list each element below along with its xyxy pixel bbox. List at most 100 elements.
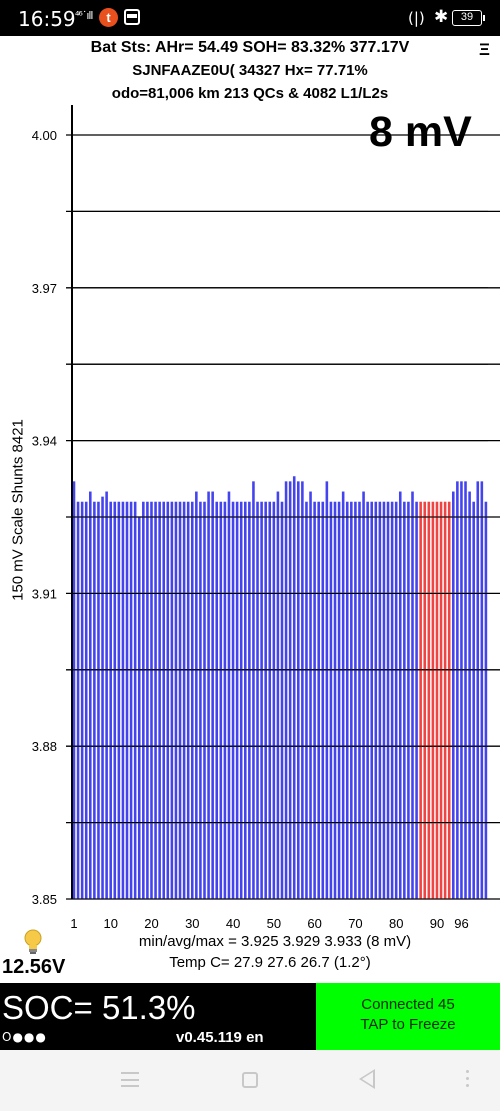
cell-bar (321, 501, 325, 899)
cell-bar (121, 501, 125, 899)
cell-bar (137, 517, 141, 899)
recent-apps-icon[interactable] (121, 1072, 139, 1087)
cell-bar (419, 501, 422, 899)
cell-bar (415, 501, 418, 899)
battery-status-line: Bat Sts: AHr= 54.49 SOH= 83.32% 377.17V (90, 39, 410, 56)
cell-bar (476, 481, 480, 899)
cell-bar (195, 491, 198, 899)
cell-bar (297, 481, 300, 899)
cell-bar (252, 481, 255, 899)
cell-bar (109, 501, 112, 899)
cell-bar (133, 501, 137, 899)
y-tick-label: 3.97 (32, 281, 57, 296)
cell-bar (272, 501, 276, 899)
cell-bar (268, 501, 272, 899)
cell-bar (182, 501, 186, 899)
menu-icon[interactable]: Ξ (479, 40, 490, 59)
more-options-icon[interactable] (466, 1070, 469, 1090)
cell-bar (390, 501, 394, 899)
y-tick-label: 3.88 (32, 739, 57, 754)
cell-bar (284, 481, 288, 899)
cell-bar (276, 491, 280, 899)
cell-bar (215, 501, 219, 899)
chart-bars (72, 134, 488, 900)
cell-bar (431, 501, 435, 899)
cell-bar (170, 501, 174, 899)
connect-freeze-button[interactable]: Connected 45 TAP to Freeze (316, 983, 500, 1050)
cell-bar (358, 501, 361, 899)
cell-bar (264, 501, 267, 899)
cell-bar (76, 501, 80, 899)
home-icon[interactable] (242, 1072, 258, 1088)
cell-bar (398, 491, 402, 899)
x-tick-label: 10 (104, 916, 118, 931)
y-tick-label: 3.85 (32, 892, 57, 907)
cell-bar (341, 491, 345, 899)
cell-bar (129, 501, 133, 899)
x-tick-label: 30 (185, 916, 199, 931)
cell-bar (403, 501, 406, 899)
cell-bar (374, 501, 378, 899)
cell-bar (411, 491, 414, 899)
soc-value: SOC= 51.3% (2, 989, 196, 1026)
cell-bar (97, 501, 100, 899)
x-tick-label: 70 (348, 916, 362, 931)
cell-bar (382, 501, 386, 899)
cell-bar (378, 501, 382, 899)
cell-bar (456, 481, 459, 899)
x-tick-label: 96 (454, 916, 468, 931)
cell-bar (301, 481, 304, 899)
cell-bar (313, 501, 316, 899)
soc-panel[interactable]: SOC= 51.3% O●●● v0.45.119 en (0, 983, 316, 1050)
cell-bar (345, 501, 349, 899)
cell-bar (370, 501, 374, 899)
x-tick-labels: 1 10 20 30 40 50 60 70 80 90 96 (70, 916, 468, 931)
cell-bar (260, 501, 263, 899)
cell-bar (231, 501, 235, 899)
cell-bar (366, 501, 369, 899)
x-tick-label: 90 (430, 916, 444, 931)
y-tick-labels: 4.00 3.97 3.94 3.91 3.88 3.85 (32, 128, 57, 907)
battery-icon: 39 (452, 10, 485, 26)
cell-bar (439, 501, 443, 899)
cell-voltage-chart[interactable]: 4.00 3.97 3.94 3.91 3.88 3.85 1 10 20 30 40 50 60 70… (0, 0, 500, 935)
cell-bar (93, 501, 96, 899)
cell-bar (174, 501, 178, 899)
notification-icon: t (99, 8, 118, 27)
cell-bar (162, 501, 166, 899)
cell-bar (362, 491, 365, 899)
status-time: 16:59 (18, 7, 76, 31)
cell-bar (354, 501, 357, 899)
cell-bar (211, 491, 214, 899)
vibrate-icon: (|) (408, 9, 425, 27)
cell-bar (386, 501, 390, 899)
min-avg-max-stats: min/avg/max = 3.925 3.929 3.933 (8 mV) (138, 933, 412, 950)
cell-bar (460, 481, 463, 899)
app-version: v0.45.119 en (176, 1029, 264, 1046)
cell-bar (207, 491, 210, 899)
cell-bar (219, 501, 223, 899)
cell-bar (407, 501, 410, 899)
cell-bar (435, 501, 439, 899)
back-icon[interactable] (359, 1069, 375, 1089)
cell-bar (203, 501, 206, 899)
cell-bar (423, 501, 427, 899)
cell-bar (235, 501, 239, 899)
connection-dots: O●●● (2, 1030, 47, 1044)
y-axis-title: 150 mV Scale Shunts 8421 (9, 419, 27, 601)
cell-bar (125, 501, 129, 899)
cell-bar (150, 501, 153, 899)
vin-line: SJNFAAZE0U( 34327 Hx= 77.71% (132, 62, 368, 79)
cell-bar (464, 481, 467, 899)
signal-icon: ⁴⁶˙ıll (75, 9, 93, 22)
cell-bar (89, 491, 92, 899)
cell-bar (394, 501, 398, 899)
cell-bar (239, 501, 243, 899)
cell-bar (480, 481, 484, 899)
cell-bar (451, 491, 455, 899)
lightbulb-icon[interactable] (22, 928, 44, 956)
cell-bar (113, 501, 117, 899)
cell-bar (223, 501, 227, 899)
x-tick-label: 50 (267, 916, 281, 931)
temperature-stats: Temp C= 27.9 27.6 26.7 (1.2°) (169, 954, 371, 971)
